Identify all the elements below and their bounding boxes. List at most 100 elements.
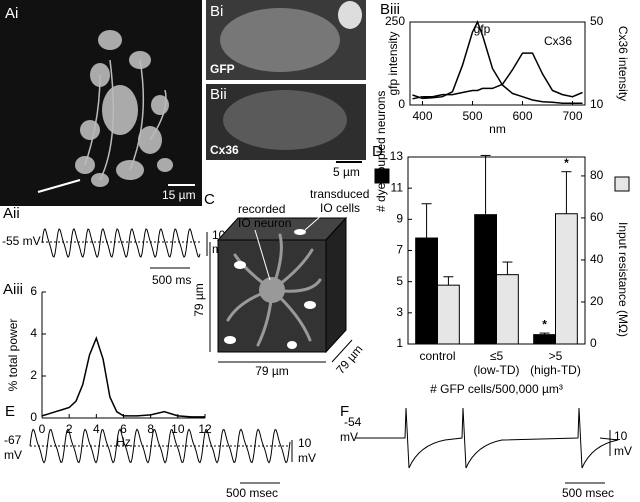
bar xyxy=(555,213,578,345)
stain-label: GFP xyxy=(210,62,235,76)
plot-frame xyxy=(409,21,586,106)
scale-label: 10 xyxy=(614,429,628,443)
y-tick-label: 2 xyxy=(30,368,37,382)
x-tick-label: 400 xyxy=(412,109,432,123)
x-tick-label: 500 xyxy=(462,109,482,123)
y-tick-label: 0 xyxy=(30,410,37,424)
pointer xyxy=(254,229,271,281)
panel-label: Ai xyxy=(5,5,18,22)
potential-label: -55 mV xyxy=(2,234,41,248)
y-tick-label: 4 xyxy=(30,326,37,340)
y2-axis-label: Cx36 intensity xyxy=(616,26,630,101)
bar xyxy=(533,334,556,345)
y-tick-label: 11 xyxy=(391,180,404,194)
annotation: IO neuron xyxy=(238,216,291,230)
legend-swatch xyxy=(614,176,630,192)
potential-label: -54 xyxy=(344,415,362,429)
x-axis-label: Hz xyxy=(116,435,131,449)
scale-label: 500 ms xyxy=(152,273,191,287)
dimension-label: 79 µm xyxy=(255,364,289,378)
panel-label: Aiii xyxy=(3,281,23,298)
x-tick-label: 2 xyxy=(66,422,73,436)
significance-mark: * xyxy=(542,317,547,331)
cell xyxy=(220,8,340,72)
scale-label: 5 µm xyxy=(333,165,360,179)
legend-label: Input resistance (MΩ) xyxy=(616,222,630,337)
x-tick-label: ≤5 (low-TD) xyxy=(474,349,520,377)
potential-label: -67 xyxy=(4,433,22,447)
x-tick-label: 600 xyxy=(512,109,532,123)
panel-label: Biii xyxy=(380,1,400,18)
data-line xyxy=(412,52,583,100)
stain-label: Cx36 xyxy=(210,143,239,157)
y2-tick-label: 20 xyxy=(590,294,604,308)
bar xyxy=(415,237,439,345)
series-label: gfp xyxy=(474,22,491,36)
arrow xyxy=(37,179,81,193)
annotation: recorded xyxy=(238,202,285,216)
bar xyxy=(496,274,519,345)
bar xyxy=(474,214,498,345)
scale-label: 15 µm xyxy=(162,188,196,202)
cell xyxy=(338,1,362,29)
y2-tick-label: 60 xyxy=(590,210,604,224)
data-line xyxy=(412,20,583,105)
y2-tick-label: 40 xyxy=(590,252,604,266)
x-tick-label: >5 (high-TD) xyxy=(530,349,581,377)
scale-label: 500 msec xyxy=(562,486,614,500)
y-tick-label: 7 xyxy=(396,243,403,257)
y-tick-label: 1 xyxy=(396,336,403,350)
pointer xyxy=(304,214,323,231)
potential-label: mV xyxy=(340,430,358,444)
scale-label: mV xyxy=(614,444,632,458)
neuron xyxy=(259,277,285,303)
y-tick-label: 13 xyxy=(390,149,404,163)
x-tick-label: control xyxy=(419,349,455,363)
cells xyxy=(75,30,173,187)
scale-label: 10 xyxy=(298,436,312,450)
y2-tick-label: 50 xyxy=(590,14,604,28)
panel-label: Bii xyxy=(210,86,227,103)
y-axis-label: gfp intensity xyxy=(386,31,400,95)
x-tick-label: 10 xyxy=(171,422,185,436)
voltage-trace xyxy=(29,428,291,464)
dendrites xyxy=(226,233,322,347)
potential-label: mV xyxy=(4,448,22,462)
panel-label: Bi xyxy=(210,3,223,20)
transduced-cells xyxy=(224,229,316,349)
y-tick-label: 3 xyxy=(396,305,403,319)
y2-tick-label: 80 xyxy=(590,168,604,182)
voltage-trace xyxy=(41,227,201,259)
y-tick-label: 6 xyxy=(30,284,37,298)
significance-mark: * xyxy=(564,156,569,170)
data-line xyxy=(41,336,205,418)
panel-label: C xyxy=(204,191,215,208)
annotation: transduced xyxy=(310,187,369,201)
scale-label: mV xyxy=(298,451,316,465)
legend-label: # dye coupled neurons xyxy=(374,91,388,212)
panel-label: Aii xyxy=(3,205,20,222)
y2-tick-label: 0 xyxy=(590,336,597,350)
dimension-label: 79 µm xyxy=(333,342,365,377)
dendrites xyxy=(84,59,167,181)
y2-tick-label: 10 xyxy=(590,97,604,111)
cell xyxy=(223,90,347,150)
x-tick-label: 700 xyxy=(562,109,582,123)
y-axis-label: % total power xyxy=(6,319,20,392)
panel-label: D xyxy=(372,143,383,160)
voltage-trace xyxy=(355,407,619,469)
x-axis-label: # GFP cells/500,000 µm³ xyxy=(430,382,563,396)
x-axis-label: nm xyxy=(489,122,506,136)
annotation: IO cells xyxy=(320,201,360,215)
dimension-label: 79 µm xyxy=(192,283,206,317)
x-tick-label: 0 xyxy=(39,422,46,436)
dimension-arrow xyxy=(331,339,353,363)
y-tick-label: 250 xyxy=(385,14,405,28)
x-tick-label: 4 xyxy=(93,422,100,436)
series-label: Cx36 xyxy=(544,34,572,48)
scale-label: 500 msec xyxy=(226,486,278,500)
y-tick-label: 5 xyxy=(396,274,403,288)
y-tick-label: 0 xyxy=(398,97,405,111)
cube-side xyxy=(325,216,347,354)
